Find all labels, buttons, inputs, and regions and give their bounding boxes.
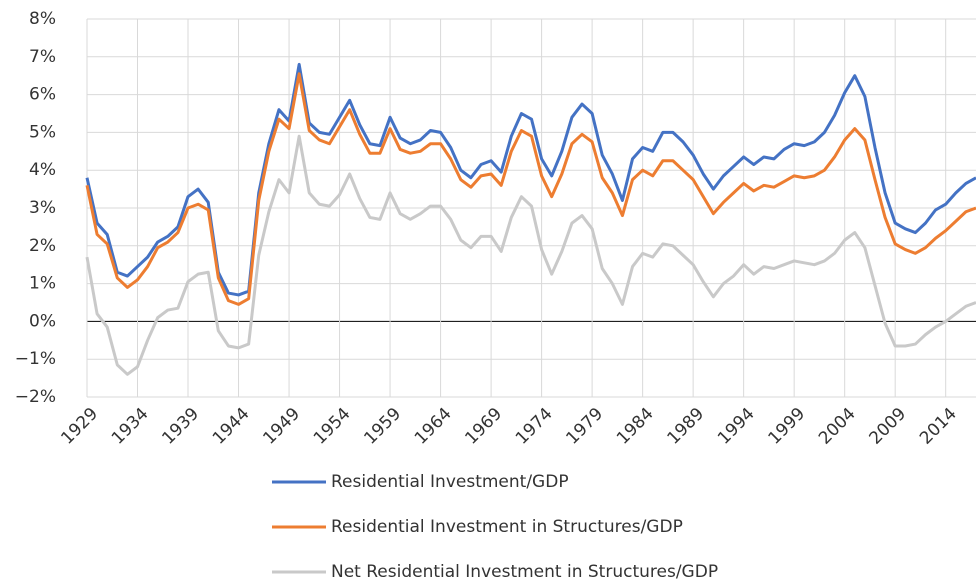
series-line	[85, 72, 976, 306]
y-tick-label: 1%	[29, 274, 56, 294]
x-tick-label: 1979	[562, 404, 607, 449]
x-tick-label: 1929	[57, 404, 102, 449]
y-tick-label: 2%	[29, 236, 56, 256]
x-tick-label: 2014	[916, 404, 961, 449]
y-tick-label: 3%	[29, 198, 56, 218]
x-tick-label: 1964	[411, 404, 456, 449]
y-tick-label: −2%	[15, 387, 56, 407]
y-tick-label: −1%	[15, 349, 56, 369]
x-tick-label: 1934	[108, 404, 153, 449]
legend-label: Residential Investment/GDP	[331, 472, 569, 492]
y-tick-label: 8%	[29, 9, 56, 29]
y-tick-label: 5%	[29, 122, 56, 142]
x-tick-label: 1984	[613, 404, 658, 449]
x-tick-label: 1989	[663, 404, 708, 449]
x-tick-label: 2004	[815, 404, 860, 449]
x-tick-label: 1994	[714, 404, 759, 449]
x-tick-label: 1999	[764, 404, 809, 449]
x-tick-label: 1974	[512, 404, 557, 449]
series-line	[85, 62, 976, 297]
x-tick-label: 2009	[866, 404, 911, 449]
legend-label: Residential Investment in Structures/GDP	[331, 517, 683, 537]
y-tick-label: 7%	[29, 47, 56, 67]
y-tick-label: 6%	[29, 85, 56, 105]
y-tick-label: 4%	[29, 160, 56, 180]
series-line	[85, 134, 976, 376]
x-tick-label: 1954	[310, 404, 355, 449]
x-tick-label: 1959	[360, 404, 405, 449]
legend-label: Net Residential Investment in Structures…	[331, 562, 718, 582]
x-tick-label: 1969	[461, 404, 506, 449]
x-tick-label: 1939	[158, 404, 203, 449]
x-tick-label: 1944	[209, 404, 254, 449]
y-tick-label: 0%	[29, 311, 56, 331]
x-tick-label: 1949	[259, 404, 304, 449]
